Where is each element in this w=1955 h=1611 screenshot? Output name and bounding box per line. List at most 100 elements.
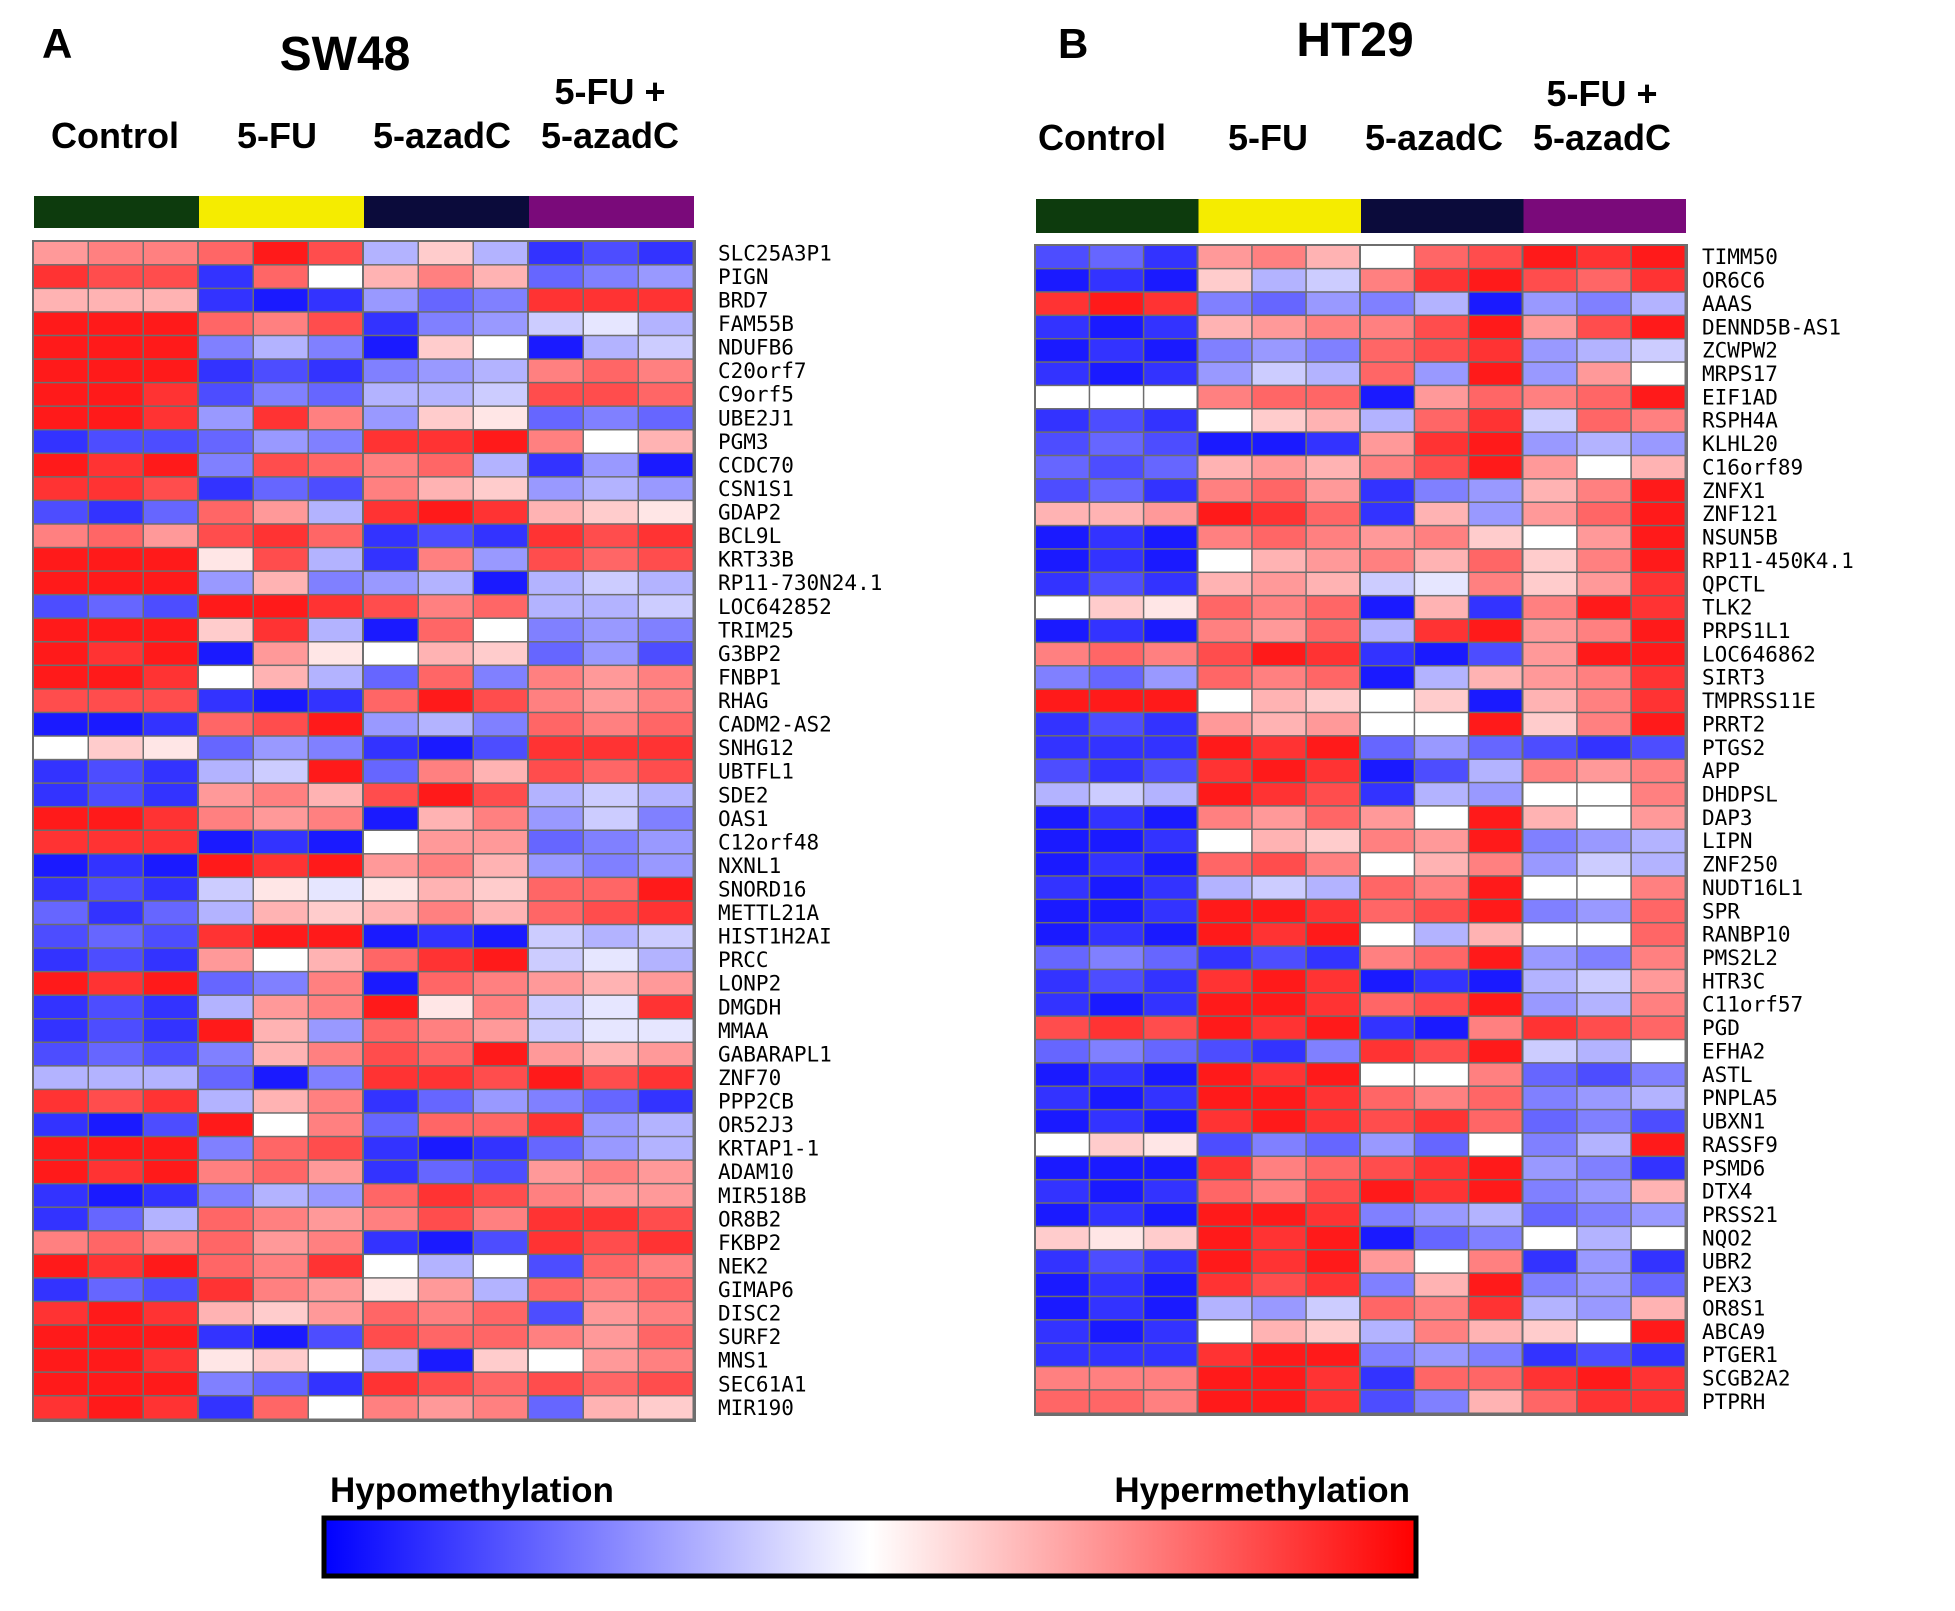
heatmap-cell [1306,1040,1360,1063]
heatmap-cell [1090,1157,1143,1179]
heatmap-cell [1090,946,1143,969]
heatmap-cell [1144,689,1197,712]
heatmap-cell [1415,596,1468,619]
heatmap-cell [584,477,638,500]
heatmap-cell [1306,456,1360,479]
heatmap-cell [1577,386,1631,409]
heatmap-cell [584,359,638,382]
gene-label: PIGN [718,265,769,289]
gene-label: AAAS [1702,292,1753,316]
gene-label: GIMAP6 [718,1278,794,1302]
heatmap-cell [1090,479,1143,502]
heatmap-cell [1036,806,1089,829]
heatmap-cell [199,736,253,759]
heatmap-cell [639,548,693,571]
heatmap-cell [639,901,693,924]
heatmap-cell [1306,853,1360,876]
heatmap-cell [34,406,88,429]
heatmap-cell [254,595,308,618]
heatmap-cell [199,995,253,1018]
heatmap-cell [89,1184,143,1207]
heatmap-cell [144,406,198,429]
heatmap-cell [1523,246,1577,268]
heatmap-cell [639,406,693,429]
heatmap-cell [1252,1063,1306,1086]
heatmap-cell [1469,456,1522,479]
gene-label: C12orf48 [718,830,819,854]
heatmap-cell [1144,619,1197,642]
group-label-line: 5-azadC [541,115,679,156]
heatmap-cell [584,1255,638,1278]
heatmap-cell [254,901,308,924]
heatmap-cell [309,406,363,429]
heatmap-cell [1306,596,1360,619]
heatmap-cell [419,1231,473,1254]
heatmap-cell [1144,1133,1197,1156]
heatmap-cell [1252,736,1306,759]
heatmap-cell [1198,526,1252,549]
heatmap-cell [1415,1320,1468,1343]
heatmap-cell [1361,432,1414,455]
heatmap-cell [254,501,308,524]
heatmap-cell [474,501,528,524]
heatmap-cell [89,501,143,524]
heatmap-cell [584,1184,638,1207]
heatmap-cell [254,1396,308,1419]
heatmap-cell [584,242,638,265]
heatmap-cell [529,548,583,571]
heatmap-cell [1306,946,1360,969]
heatmap-cell [1090,619,1143,642]
heatmap-cell [364,995,418,1018]
heatmap-cell [1252,362,1306,385]
heatmap-cell [1469,432,1522,455]
heatmap-cell [199,1066,253,1089]
heatmap-cell [309,878,363,901]
heatmap-cell [1361,386,1414,409]
heatmap-cell [639,736,693,759]
gene-label: PSMD6 [1702,1156,1765,1180]
heatmap-cell [1631,386,1685,409]
heatmap-cell [254,1113,308,1136]
heatmap-cell [419,430,473,453]
heatmap-cell [1577,573,1631,595]
heatmap-cell [144,948,198,971]
heatmap-cell [1523,1063,1577,1086]
heatmap-cell [1415,736,1468,759]
heatmap-cell [529,995,583,1018]
heatmap-cell [639,524,693,547]
heatmap-cell [34,1160,88,1183]
heatmap-cell [1523,946,1577,969]
heatmap-cell [34,1113,88,1136]
heatmap-cell [199,666,253,689]
heatmap-cell [639,783,693,806]
heatmap-cell [584,1160,638,1183]
heatmap-cell [639,878,693,901]
heatmap-cell [1523,269,1577,292]
heatmap-cell [584,454,638,477]
heatmap-cell [1523,409,1577,432]
group-color-bar [34,196,199,228]
heatmap-cell [1361,1086,1414,1109]
heatmap-cell [1415,993,1468,1016]
heatmap-cell [34,242,88,265]
heatmap-cell [1036,432,1089,455]
heatmap-cell [199,831,253,854]
heatmap-cell [1415,643,1468,665]
heatmap-cell [1469,1180,1522,1203]
heatmap-cell [1523,456,1577,479]
heatmap-cell [1577,1180,1631,1203]
heatmap-cell [254,406,308,429]
heatmap-cell [364,1184,418,1207]
heatmap-cell [1036,386,1089,409]
heatmap-cell [584,383,638,406]
heatmap-cell [144,972,198,995]
heatmap-cell [1469,246,1522,268]
heatmap-cell [529,312,583,335]
heatmap-cell [1252,1133,1306,1156]
heatmap-cell [1523,970,1577,993]
heatmap-cell [1036,970,1089,993]
heatmap-cell [529,666,583,689]
heatmap-cell [529,1113,583,1136]
heatmap-cell [1306,1250,1360,1273]
heatmap-cell [1144,386,1197,409]
